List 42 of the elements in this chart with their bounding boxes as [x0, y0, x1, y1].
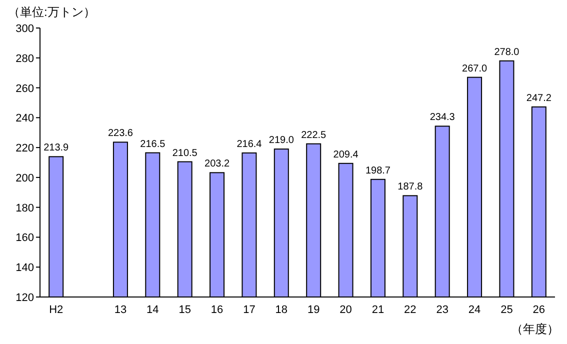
y-tick-label: 200	[16, 172, 34, 184]
x-tick-label: 25	[500, 304, 513, 316]
x-tick-label: 18	[275, 304, 288, 316]
y-tick-label: 240	[16, 112, 34, 125]
x-tick-label: 19	[307, 304, 320, 316]
y-tick-label: 160	[16, 232, 34, 244]
data-label: 267.0	[462, 63, 488, 74]
y-tick-label: 120	[16, 292, 34, 304]
data-label: 216.5	[140, 138, 166, 150]
y-tick-label: 280	[16, 52, 34, 65]
y-tick-label: 260	[16, 82, 34, 95]
x-tick-label: 16	[210, 304, 224, 316]
data-label: 203.2	[204, 158, 230, 170]
x-tick-label: 23	[436, 304, 448, 316]
x-tick-label: 22	[404, 304, 416, 316]
x-tick-label: 13	[114, 304, 127, 316]
data-label: 210.5	[172, 148, 198, 159]
data-label: 187.8	[398, 182, 424, 193]
x-tick-label: 14	[146, 304, 159, 316]
data-label: 198.7	[365, 165, 391, 176]
data-label: 219.0	[268, 135, 294, 146]
data-label: 278.0	[494, 46, 520, 58]
x-tick-label: 26	[532, 304, 546, 316]
data-label: 234.3	[430, 112, 456, 124]
y-tick-label: 300	[16, 23, 34, 35]
x-tick-label: 15	[178, 304, 191, 316]
x-tick-label: H2	[49, 304, 64, 316]
x-tick-label: 24	[468, 304, 481, 316]
data-label: 223.6	[108, 128, 134, 140]
x-axis-title: （年度）	[511, 322, 559, 336]
x-tick-label: 20	[340, 304, 352, 316]
y-tick-label: 140	[16, 262, 34, 274]
x-tick-label: 21	[372, 304, 384, 316]
data-label: 222.5	[301, 130, 327, 141]
x-tick-label: 17	[243, 304, 256, 316]
y-tick-label: 220	[16, 142, 34, 155]
y-tick-label: 180	[16, 202, 34, 214]
y-axis-title: （単位:万トン）	[8, 5, 96, 19]
data-label: 213.9	[44, 142, 70, 154]
data-label: 216.4	[236, 138, 262, 150]
data-label: 209.4	[333, 149, 359, 160]
data-label: 247.2	[526, 92, 552, 104]
